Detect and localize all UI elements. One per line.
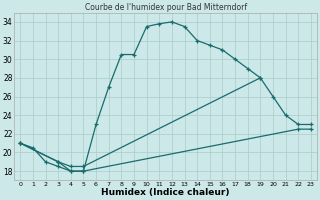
X-axis label: Humidex (Indice chaleur): Humidex (Indice chaleur) [101,188,230,197]
Title: Courbe de l'humidex pour Bad Mitterndorf: Courbe de l'humidex pour Bad Mitterndorf [84,3,247,12]
